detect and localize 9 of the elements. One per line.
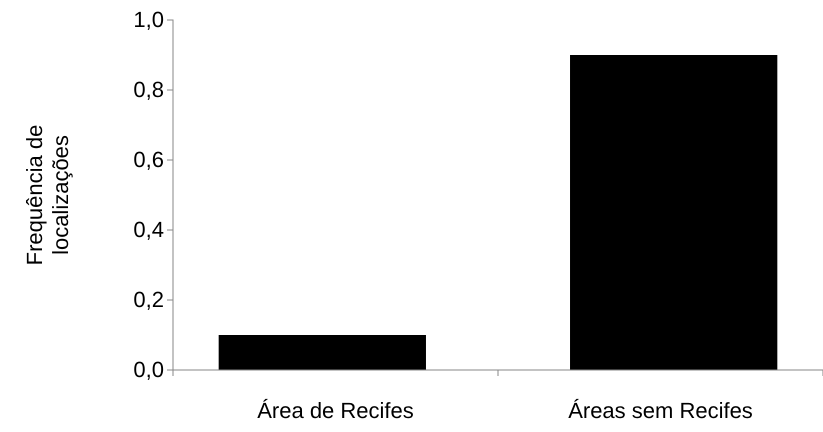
x-tick-label: Área de Recifes bbox=[257, 398, 414, 423]
y-tick-label: 0,8 bbox=[133, 77, 164, 102]
y-tick-label: 0,2 bbox=[133, 287, 164, 312]
y-tick-label: 1,0 bbox=[133, 7, 164, 32]
x-tick-label: Áreas sem Recifes bbox=[568, 398, 753, 423]
y-tick-label: 0,0 bbox=[133, 357, 164, 382]
y-tick-label: 0,6 bbox=[133, 147, 164, 172]
y-axis-title: Frequência de localizações bbox=[22, 124, 73, 266]
y-tick-label: 0,4 bbox=[133, 217, 164, 242]
